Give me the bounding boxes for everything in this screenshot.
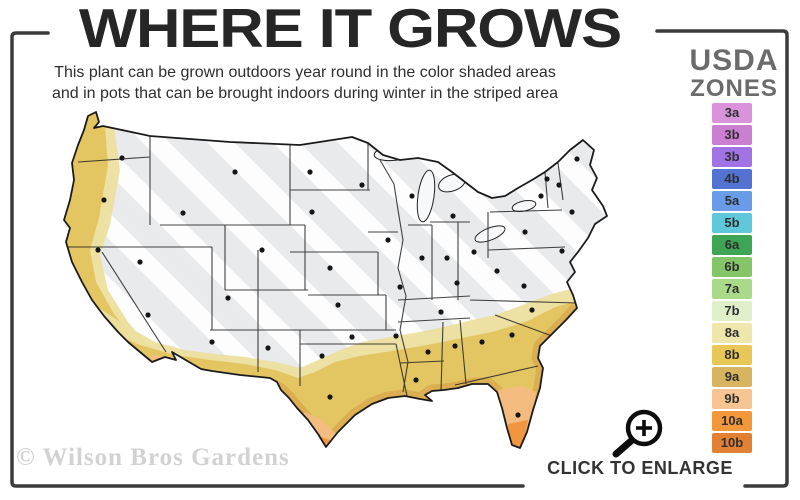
zone-chip-5a: 5a	[712, 191, 752, 211]
click-to-enlarge-button[interactable]: CLICK TO ENLARGE	[547, 458, 733, 478]
state-borders	[66, 136, 578, 397]
frame-left-bracket	[10, 31, 525, 488]
zone-chip-3a: 3a	[712, 103, 752, 123]
subtitle-line-2: and in pots that can be brought indoors …	[51, 85, 559, 102]
us-outline	[63, 111, 608, 449]
zone-chip-6b: 6b	[712, 257, 752, 277]
subtitle-line-1: This plant can be grown outdoors year ro…	[54, 64, 556, 81]
zone-chip-10a: 10a	[712, 411, 752, 431]
zone-chip-8b: 8b	[712, 345, 752, 365]
zone-chip-3b: 3b	[712, 125, 752, 145]
legend-title-zones: ZONES	[690, 75, 778, 102]
frame-right-bracket	[655, 29, 789, 488]
page-title: WHERE IT GROWS	[78, 0, 622, 59]
zone-chip-8a: 8a	[712, 323, 752, 343]
legend-title: USDA ZONES	[672, 46, 796, 102]
zone-chip-9a: 9a	[712, 367, 752, 387]
magnifier-plus-icon[interactable]	[606, 404, 672, 458]
legend-title-usda: USDA	[689, 44, 779, 77]
zone-chip-5b: 5b	[712, 213, 752, 233]
usda-zone-legend: 3a 3b 3b 4b 5a 5b 6a 6b 7a 7b 8a 8b 9a 9b 10a 10b	[712, 103, 752, 455]
zone-chip-9b: 9b	[712, 389, 752, 409]
zone-chip-6a: 6a	[712, 235, 752, 255]
watermark: © Wilson Bros Gardens	[16, 444, 290, 471]
zone-chip-10b: 10b	[712, 433, 752, 453]
zone-chip-4b: 4b	[712, 169, 752, 189]
zone-chip-7b: 7b	[712, 301, 752, 321]
zone-chip-7a: 7a	[712, 279, 752, 299]
zone-chip-3b: 3b	[712, 147, 752, 167]
subtitle: This plant can be grown outdoors year ro…	[5, 62, 605, 104]
state-dots	[95, 155, 580, 418]
